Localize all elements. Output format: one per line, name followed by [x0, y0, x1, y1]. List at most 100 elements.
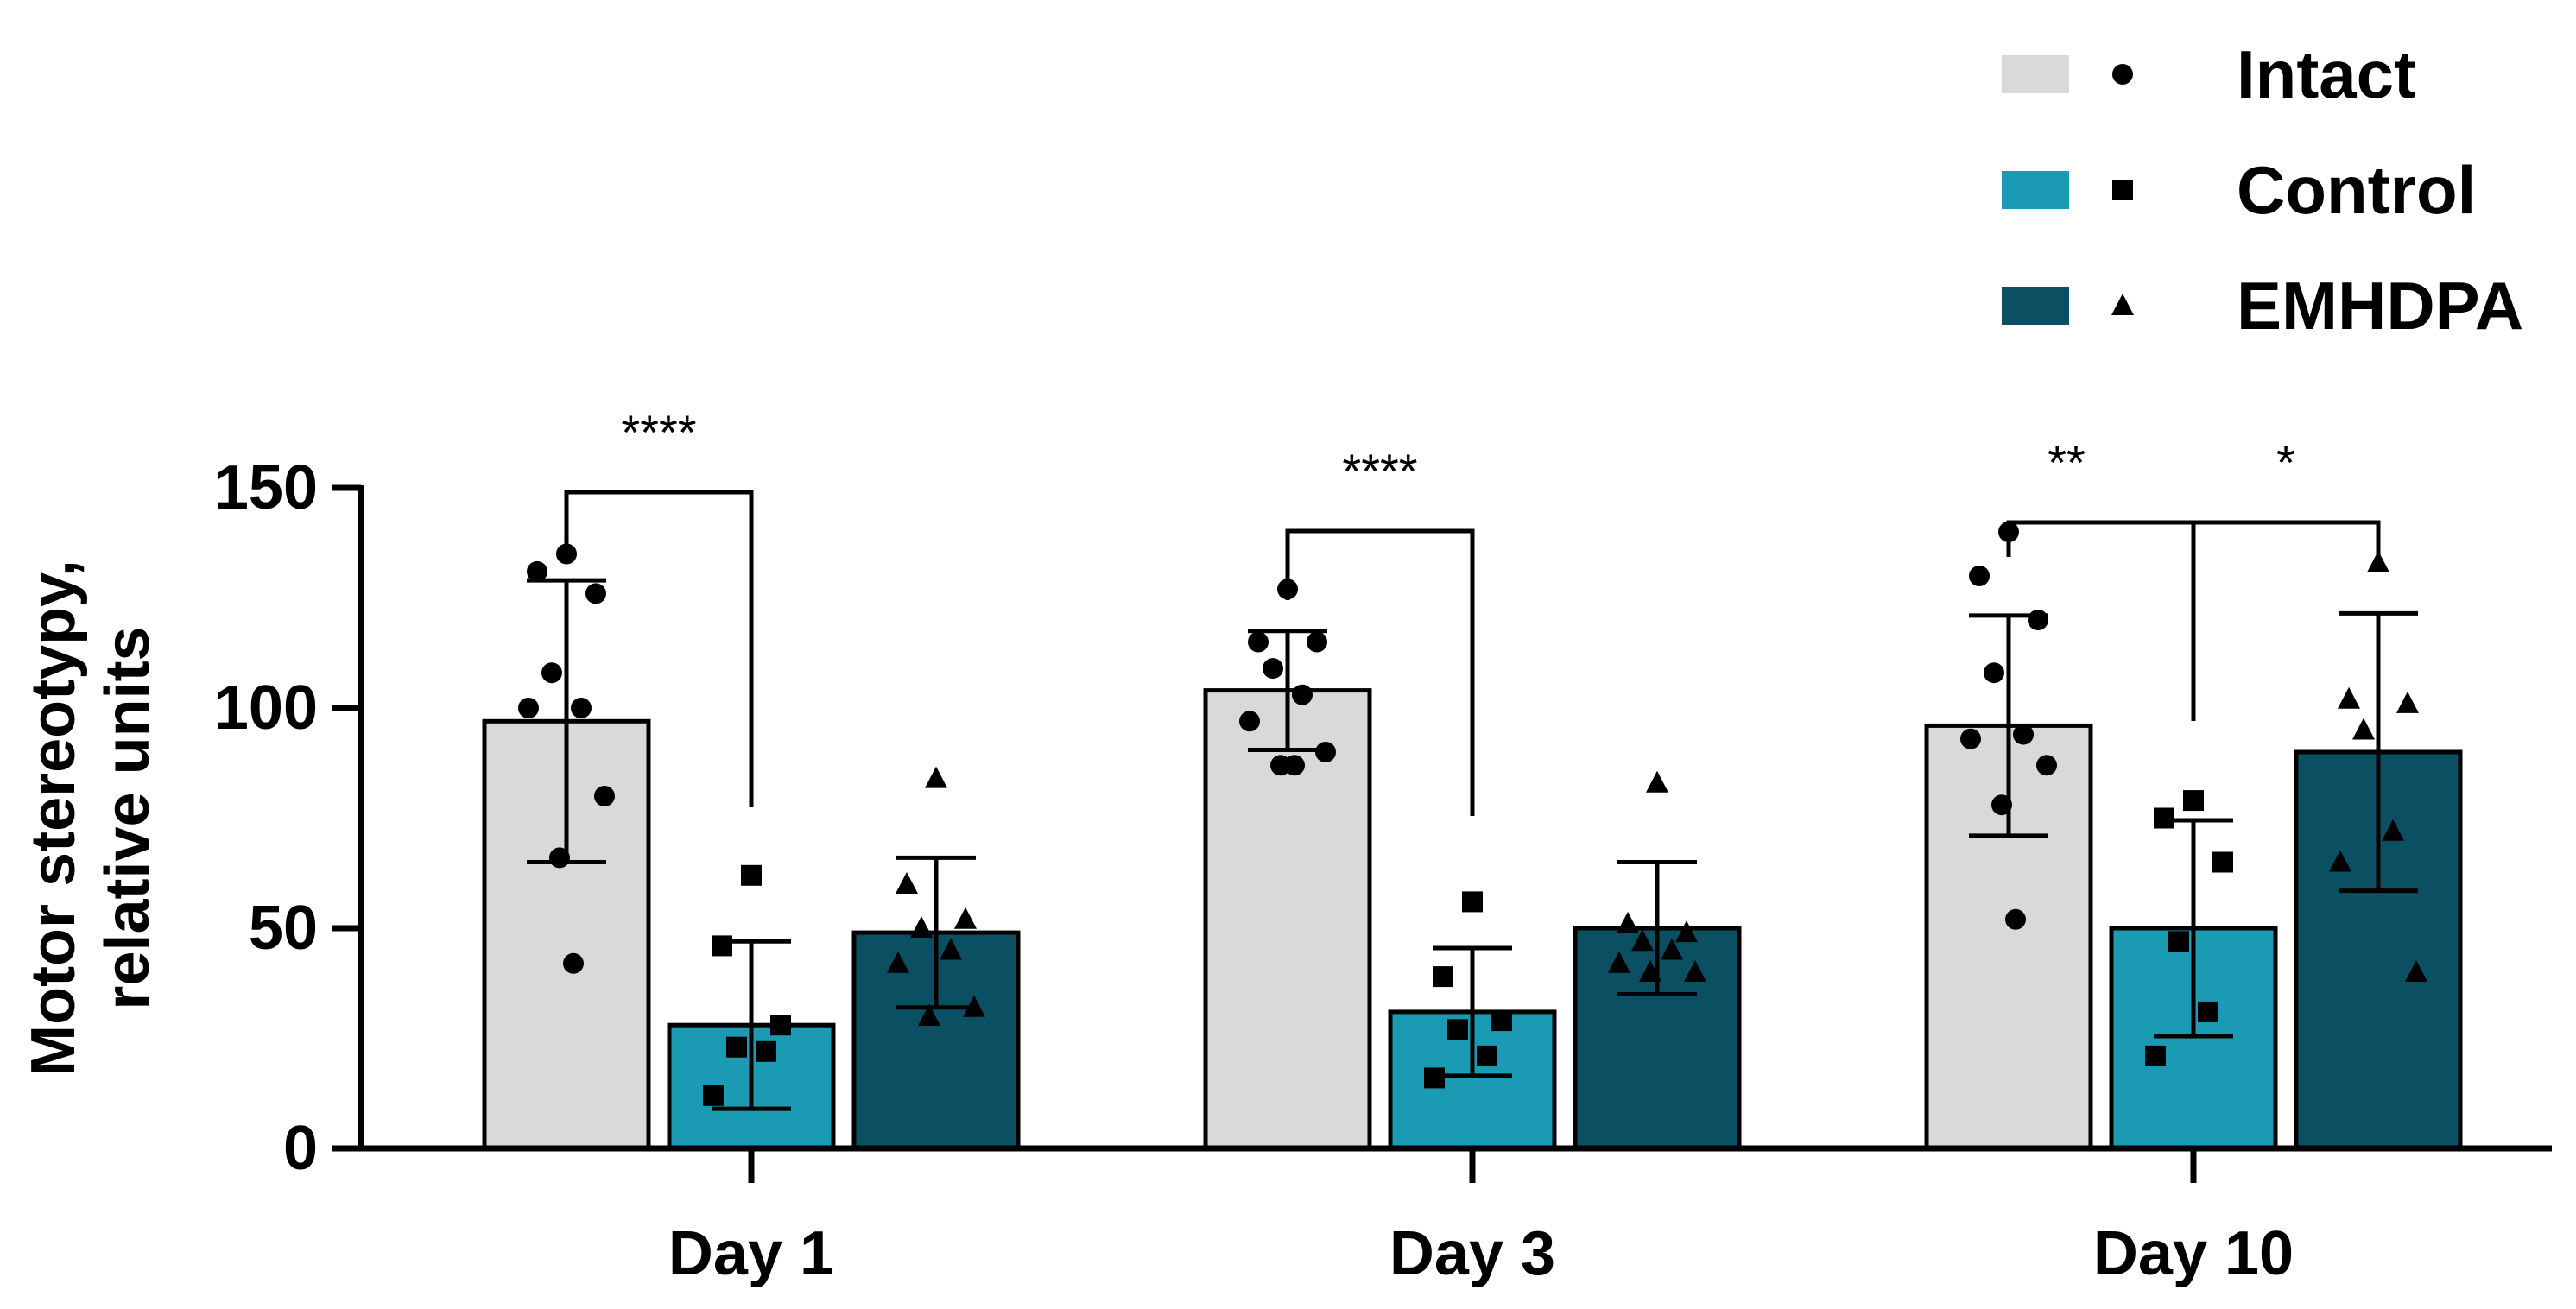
- data-point-emhdpa-day-1: [887, 951, 909, 973]
- significance-bracket: **: [2006, 435, 2196, 721]
- data-point-intact-day-10: [1998, 522, 2019, 542]
- data-point-control-day-3: [1447, 1019, 1468, 1040]
- data-point-emhdpa-day-1: [918, 1004, 940, 1026]
- data-point-control-day-10: [2145, 1045, 2166, 1066]
- data-point-intact-day-3: [1315, 742, 1336, 762]
- legend-swatch: [2002, 55, 2069, 93]
- data-point-intact-day-10: [1960, 728, 1981, 749]
- significance-annotations: ******** ** *: [564, 405, 2381, 816]
- data-point-intact-day-10: [2005, 908, 2026, 930]
- data-point-intact-day-10: [2013, 724, 2034, 745]
- legend-marker: [2112, 64, 2133, 85]
- data-point-intact-day-3: [1292, 684, 1313, 705]
- bracket-line: [564, 490, 754, 807]
- legend-label: Control: [2237, 152, 2476, 228]
- legend-label: EMHDPA: [2237, 268, 2523, 344]
- y-axis-label-line-2: relative units: [93, 626, 162, 1009]
- data-point-emhdpa-day-3: [1617, 911, 1639, 933]
- data-point-intact-day-10: [1969, 566, 1990, 586]
- data-point-intact-day-3: [1263, 658, 1283, 680]
- x-ticks: Day 1 Day 3 Day 10: [668, 1148, 2294, 1288]
- data-point-emhdpa-day-10: [2367, 550, 2389, 572]
- data-point-emhdpa-day-3: [1608, 951, 1630, 973]
- significance-label: **: [2048, 435, 2085, 490]
- data-point-control-day-3: [1491, 1010, 1512, 1032]
- legend-marker: [2112, 180, 2133, 200]
- y-tick-label: 0: [283, 1114, 318, 1183]
- data-point-emhdpa-day-3: [1631, 929, 1654, 952]
- data-point-emhdpa-day-1: [925, 766, 947, 788]
- bracket-line: [2191, 520, 2381, 591]
- error-bar-intact-day-3: [1248, 629, 1327, 752]
- data-point-intact-day-10: [2036, 755, 2057, 776]
- data-point-intact-day-1: [549, 847, 570, 869]
- data-points: [518, 522, 2427, 1106]
- data-point-intact-day-3: [1307, 631, 1327, 653]
- data-point-emhdpa-day-10: [2352, 718, 2375, 740]
- data-point-intact-day-1: [518, 698, 539, 718]
- data-point-emhdpa-day-1: [954, 907, 977, 929]
- y-tick-label: 150: [214, 453, 318, 522]
- data-point-control-day-1: [756, 1040, 776, 1062]
- data-point-emhdpa-day-3: [1646, 770, 1668, 793]
- data-point-intact-day-10: [1991, 794, 2012, 816]
- error-bar-control-day-3: [1433, 945, 1512, 1078]
- data-point-control-day-10: [2154, 807, 2174, 829]
- data-point-control-day-10: [2183, 790, 2204, 812]
- data-point-intact-day-1: [527, 560, 547, 582]
- data-point-intact-day-1: [563, 952, 584, 974]
- data-point-intact-day-3: [1277, 579, 1298, 600]
- data-point-emhdpa-day-3: [1684, 960, 1706, 982]
- significance-bracket: ****: [1285, 444, 1475, 816]
- significance-label: *: [2276, 435, 2295, 490]
- error-bar-emhdpa-day-1: [896, 855, 976, 1010]
- data-point-control-day-10: [2212, 851, 2233, 873]
- data-point-intact-day-1: [594, 786, 615, 806]
- legend-item-control: Control: [2002, 152, 2476, 228]
- bracket-line: [1285, 528, 1475, 816]
- data-point-emhdpa-day-10: [2338, 686, 2360, 709]
- error-bar-emhdpa-day-3: [1617, 860, 1697, 996]
- legend-swatch: [2002, 287, 2069, 325]
- data-point-control-day-1: [726, 1036, 747, 1058]
- data-point-emhdpa-day-3: [1675, 920, 1698, 943]
- data-point-intact-day-3: [1284, 755, 1305, 776]
- y-ticks: 0 50 100 150: [214, 453, 361, 1183]
- data-point-emhdpa-day-1: [910, 916, 933, 938]
- significance-bracket: ****: [564, 405, 754, 807]
- data-point-control-day-1: [770, 1015, 791, 1036]
- data-point-control-day-1: [712, 935, 732, 957]
- data-point-emhdpa-day-10: [2329, 850, 2351, 872]
- data-point-control-day-3: [1477, 1045, 1497, 1066]
- legend-marker: [2111, 294, 2134, 315]
- data-point-control-day-3: [1462, 891, 1483, 913]
- data-point-intact-day-1: [571, 698, 592, 718]
- legend-label: Intact: [2237, 36, 2416, 112]
- data-point-emhdpa-day-3: [1661, 938, 1683, 960]
- data-point-emhdpa-day-3: [1639, 960, 1661, 982]
- data-point-intact-day-1: [541, 662, 562, 684]
- data-point-intact-day-10: [2028, 610, 2048, 630]
- y-axis-label-line-1: Motor stereotypy,: [19, 560, 88, 1077]
- legend-swatch: [2002, 171, 2069, 209]
- axes: 0 50 100 150 Day 1 Day 3 Day 10 Motor stereot…: [19, 453, 2552, 1288]
- y-tick-label: 100: [214, 673, 318, 743]
- legend-item-intact: Intact: [2002, 36, 2416, 112]
- significance-label: ****: [621, 405, 696, 459]
- legend-item-emhdpa: EMHDPA: [2002, 268, 2523, 344]
- y-tick-label: 50: [249, 894, 318, 963]
- data-point-control-day-3: [1433, 966, 1453, 988]
- chart-legend: Intact Control EMHDPA: [2002, 36, 2523, 344]
- significance-bracket: *: [2191, 435, 2381, 591]
- data-point-control-day-1: [741, 864, 762, 886]
- data-point-emhdpa-day-10: [2396, 691, 2419, 713]
- data-point-emhdpa-day-10: [2405, 960, 2427, 982]
- data-point-control-day-3: [1424, 1067, 1445, 1089]
- data-point-intact-day-3: [1248, 631, 1269, 653]
- data-point-control-day-10: [2198, 1001, 2218, 1022]
- data-point-emhdpa-day-1: [963, 995, 985, 1017]
- data-point-intact-day-1: [585, 583, 606, 604]
- data-point-intact-day-3: [1239, 711, 1260, 732]
- x-tick-label-day-3: Day 3: [1389, 1219, 1555, 1288]
